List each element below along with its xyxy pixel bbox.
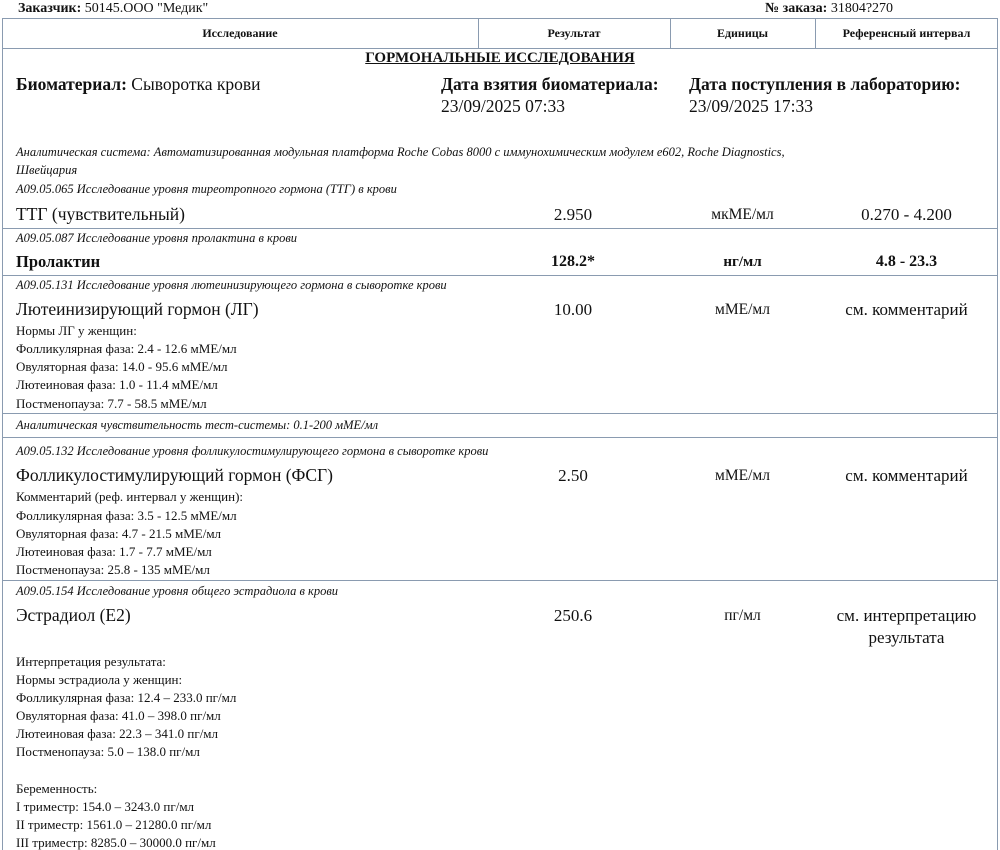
test-name: Пролактин (16, 252, 101, 271)
table-right-border (997, 18, 998, 850)
test-units: мМЕ/мл (715, 467, 770, 484)
biomaterial: Биоматериал: Сыворотка крови (16, 74, 261, 94)
test-reference: см. комментарий (845, 300, 968, 319)
collection-date-value: 23/09/2025 07:33 (441, 96, 565, 116)
received-date-value: 23/09/2025 17:33 (689, 96, 813, 116)
note-line: Постменопауза: 5.0 – 138.0 пг/мл (16, 744, 200, 759)
analytic-system-country: Швейцария (16, 163, 78, 177)
test-reference: см. комментарий (845, 466, 968, 485)
row-divider (2, 437, 998, 438)
note-line: Постменопауза: 7.7 - 58.5 мМЕ/мл (16, 396, 207, 411)
test-name: ТТГ (чувствительный) (16, 204, 185, 224)
test-result: 250.6 (553, 606, 593, 625)
note-line: Нормы ЛГ у женщин: (16, 323, 137, 338)
pregnancy-line: II триместр: 1561.0 – 21280.0 пг/мл (16, 817, 212, 832)
test-reference: 0.270 - 4.200 (861, 205, 952, 224)
order-value: 31804?270 (830, 1, 894, 16)
order-line: № заказа: 31804?270 (765, 2, 893, 16)
section-title: ГОРМОНАЛЬНЫЕ ИССЛЕДОВАНИЯ (2, 51, 998, 66)
pregnancy-line: Беременность: (16, 781, 98, 796)
test-result: 2.950 (553, 205, 593, 224)
test-units: нг/мл (723, 254, 762, 270)
pregnancy-line: I триместр: 154.0 – 3243.0 пг/мл (16, 799, 195, 814)
test-code: A09.05.065 Исследование уровня тиреотроп… (16, 182, 397, 196)
note-line: Лютеиновая фаза: 1.7 - 7.7 мМЕ/мл (16, 544, 212, 559)
test-name: Лютеинизирующий гормон (ЛГ) (16, 299, 259, 319)
row-divider (2, 275, 998, 276)
column-divider (670, 18, 671, 48)
test-units: мкМЕ/мл (711, 206, 774, 223)
note-line: Интерпретация результата: (16, 654, 166, 669)
note-line: Постменопауза: 25.8 - 135 мМЕ/мл (16, 562, 210, 577)
customer-value: 50145.ООО "Медик" (84, 1, 209, 16)
test-units: мМЕ/мл (715, 301, 770, 318)
test-result-abnormal: 128.2* (551, 253, 595, 270)
test-reference: см. интерпретацию (836, 606, 977, 625)
biomaterial-value: Сыворотка крови (131, 74, 261, 94)
test-reference-cont: результата (868, 628, 945, 647)
customer-label: Заказчик: (18, 1, 82, 16)
note-line: Фолликулярная фаза: 2.4 - 12.6 мМЕ/мл (16, 341, 237, 356)
header-study: Исследование (202, 26, 278, 40)
row-divider (2, 413, 998, 414)
test-code: A09.05.132 Исследование уровня фолликуло… (16, 444, 489, 458)
test-name: Эстрадиол (Е2) (16, 605, 131, 625)
column-divider (815, 18, 816, 48)
analytic-system: Аналитическая система: Автоматизированна… (16, 145, 785, 159)
test-reference: 4.8 - 23.3 (875, 253, 938, 270)
header-units: Единицы (716, 26, 769, 40)
pregnancy-line: III триместр: 8285.0 – 30000.0 пг/мл (16, 835, 216, 850)
collection-date-label: Дата взятия биоматериала: (441, 74, 659, 94)
order-label: № заказа: (765, 1, 828, 16)
test-code: A09.05.087 Исследование уровня пролактин… (16, 231, 298, 245)
note-line: Фолликулярная фаза: 3.5 - 12.5 мМЕ/мл (16, 508, 237, 523)
row-divider (2, 580, 998, 581)
biomaterial-label: Биоматериал: (16, 74, 127, 94)
header-bottom-border (2, 48, 998, 49)
test-result: 10.00 (553, 300, 593, 319)
note-line: Фолликулярная фаза: 12.4 – 233.0 пг/мл (16, 690, 237, 705)
test-code: A09.05.131 Исследование уровня лютеинизи… (16, 278, 447, 292)
section-title-text: ГОРМОНАЛЬНЫЕ ИССЛЕДОВАНИЯ (365, 50, 635, 66)
test-name: Фолликулостимулирующий гормон (ФСГ) (16, 465, 333, 485)
sensitivity-note: Аналитическая чувствительность тест-сист… (16, 418, 379, 432)
note-line: Лютеиновая фаза: 1.0 - 11.4 мМЕ/мл (16, 377, 218, 392)
customer-line: Заказчик: 50145.ООО "Медик" (18, 2, 208, 16)
test-code: A09.05.154 Исследование уровня общего эс… (16, 584, 339, 598)
table-top-border (2, 18, 998, 19)
note-line: Овуляторная фаза: 4.7 - 21.5 мМЕ/мл (16, 526, 222, 541)
column-divider (478, 18, 479, 48)
test-result: 2.50 (558, 466, 588, 485)
note-line: Комментарий (реф. интервал у женщин): (16, 489, 244, 504)
note-line: Овуляторная фаза: 14.0 - 95.6 мМЕ/мл (16, 359, 228, 374)
note-line: Лютеиновая фаза: 22.3 – 341.0 пг/мл (16, 726, 219, 741)
header-result: Результат (547, 26, 601, 40)
row-divider (2, 228, 998, 229)
note-line: Овуляторная фаза: 41.0 – 398.0 пг/мл (16, 708, 221, 723)
received-date-label: Дата поступления в лабораторию: (689, 74, 961, 94)
header-reference: Референсный интервал (842, 26, 971, 40)
table-left-border (2, 18, 3, 850)
note-line: Нормы эстрадиола у женщин: (16, 672, 183, 687)
test-units: пг/мл (724, 607, 761, 624)
